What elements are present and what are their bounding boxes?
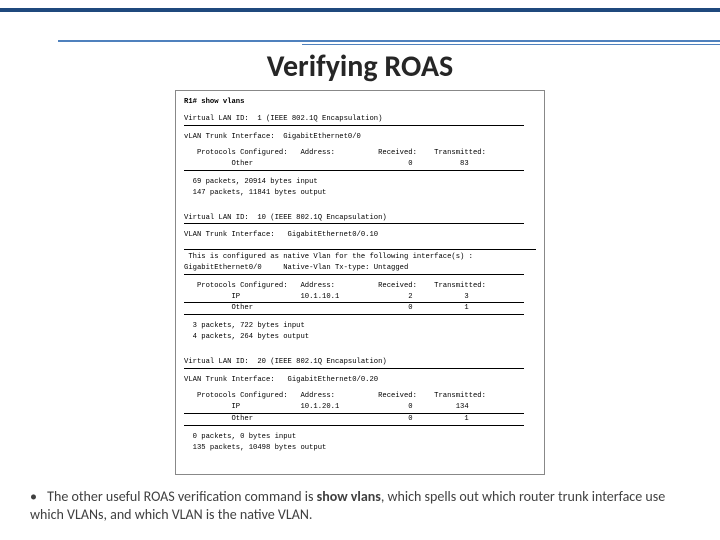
vlan20-header: Virtual LAN ID: 20 (IEEE 802.1Q Encapsul… bbox=[184, 357, 524, 369]
top-accent-bar bbox=[0, 8, 720, 12]
vlan1-proto-header: Protocols Configured: Address: Received:… bbox=[184, 148, 536, 159]
vlan10-other: Other 0 1 bbox=[184, 303, 524, 315]
vlan1-in: 69 packets, 20914 bytes input bbox=[184, 177, 536, 188]
bullet-dot: • bbox=[30, 488, 44, 506]
vlan10-proto-header: Protocols Configured: Address: Received:… bbox=[184, 281, 536, 292]
vlan10-header: Virtual LAN ID: 10 (IEEE 802.1Q Encapsul… bbox=[184, 213, 524, 225]
vlan10-native2: GigabitEthernet0/0 Native-Vlan Tx-type: … bbox=[184, 263, 524, 275]
vlan1-block: Virtual LAN ID: 1 (IEEE 802.1Q Encapsula… bbox=[184, 114, 536, 199]
title-underline-1 bbox=[58, 40, 720, 42]
vlan10-in: 3 packets, 722 bytes input bbox=[184, 321, 536, 332]
bullet-text: • The other useful ROAS verification com… bbox=[30, 488, 690, 523]
vlan20-proto-header: Protocols Configured: Address: Received:… bbox=[184, 391, 536, 402]
vlan20-out: 135 packets, 10498 bytes output bbox=[184, 443, 536, 454]
vlan20-other: Other 0 1 bbox=[184, 414, 524, 426]
vlan1-out: 147 packets, 11841 bytes output bbox=[184, 188, 536, 199]
vlan10-trunk: VLAN Trunk Interface: GigabitEthernet0/0… bbox=[184, 230, 536, 241]
bullet-bold: show vlans bbox=[317, 488, 381, 505]
vlan10-out: 4 packets, 264 bytes output bbox=[184, 332, 536, 343]
vlan10-native1: This is configured as native Vlan for th… bbox=[184, 252, 536, 263]
cli-command: R1# show vlans bbox=[184, 97, 536, 108]
divider bbox=[184, 249, 536, 250]
vlan20-ip: IP 10.1.20.1 0 134 bbox=[184, 402, 524, 414]
title-underline-2 bbox=[302, 44, 720, 45]
cli-output-box: R1# show vlans Virtual LAN ID: 1 (IEEE 8… bbox=[175, 90, 545, 475]
vlan20-in: 0 packets, 0 bytes input bbox=[184, 432, 536, 443]
vlan1-other: Other 0 83 bbox=[184, 159, 524, 171]
vlan20-trunk: VLAN Trunk Interface: GigabitEthernet0/0… bbox=[184, 375, 536, 386]
vlan1-header: Virtual LAN ID: 1 (IEEE 802.1Q Encapsula… bbox=[184, 114, 524, 126]
vlan1-trunk: vLAN Trunk Interface: GigabitEthernet0/0 bbox=[184, 132, 536, 143]
bullet-pre: The other useful ROAS verification comma… bbox=[47, 488, 316, 505]
vlan10-block: Virtual LAN ID: 10 (IEEE 802.1Q Encapsul… bbox=[184, 213, 536, 343]
vlan10-ip: IP 10.1.10.1 2 3 bbox=[184, 292, 524, 304]
slide-title: Verifying ROAS bbox=[0, 48, 720, 85]
vlan20-block: Virtual LAN ID: 20 (IEEE 802.1Q Encapsul… bbox=[184, 357, 536, 454]
